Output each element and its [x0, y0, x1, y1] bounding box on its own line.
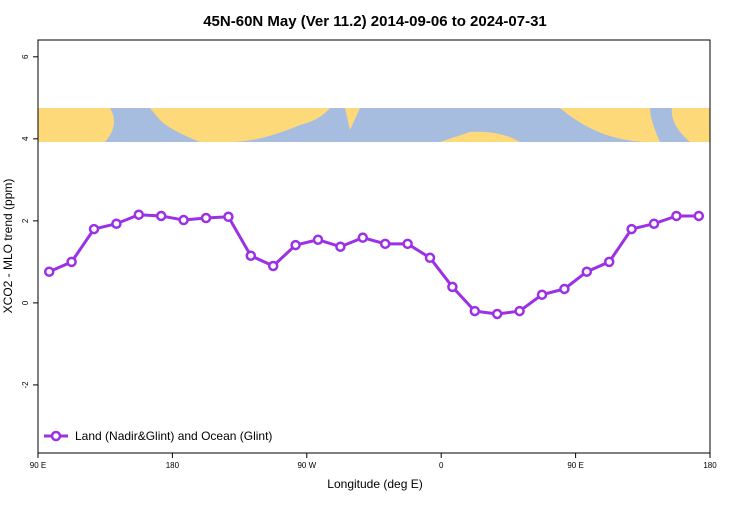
map-land — [38, 108, 114, 142]
point — [402, 238, 413, 250]
x-tick-label: 180 — [703, 461, 717, 470]
point — [581, 266, 593, 277]
y-tick-label: 0 — [21, 300, 30, 305]
point — [424, 252, 436, 264]
point — [88, 223, 100, 235]
map-land — [671, 108, 710, 142]
point — [267, 260, 279, 272]
point — [312, 234, 324, 245]
y-axis-label: XCO2 - MLO trend (ppm) — [1, 179, 15, 314]
point — [469, 305, 481, 317]
point — [536, 289, 548, 300]
point — [111, 218, 122, 229]
point — [133, 209, 145, 220]
map-land — [440, 131, 520, 142]
x-tick-label: 0 — [439, 461, 444, 470]
series-line — [48, 213, 699, 316]
point — [603, 256, 615, 268]
x-tick-label: 90 W — [297, 461, 316, 470]
point — [559, 283, 570, 295]
x-tick-label: 90 E — [30, 461, 46, 470]
point — [155, 210, 167, 222]
map-land — [345, 108, 360, 130]
point — [357, 232, 369, 243]
point — [178, 214, 189, 226]
point — [200, 212, 212, 224]
point — [491, 308, 503, 320]
point — [66, 256, 77, 268]
legend-marker — [50, 430, 62, 442]
point — [648, 218, 660, 229]
x-axis-label: Longitude (deg E) — [327, 477, 422, 491]
x-tick-label: 180 — [166, 461, 180, 470]
point — [335, 241, 346, 252]
map-land — [150, 108, 330, 142]
x-tick-label: 90 E — [567, 461, 583, 470]
point — [514, 305, 525, 317]
point — [693, 210, 705, 222]
map-land — [380, 108, 660, 142]
map-strip — [38, 108, 710, 142]
y-tick-label: -2 — [21, 381, 30, 389]
point — [223, 211, 234, 223]
point — [43, 266, 55, 277]
y-tick-label: 2 — [21, 218, 30, 223]
point — [447, 281, 458, 293]
plot-frame — [37, 39, 711, 454]
point — [671, 210, 682, 222]
point — [290, 239, 301, 251]
point — [626, 223, 637, 235]
y-tick-label: 4 — [21, 136, 30, 141]
chart-title: 45N-60N May (Ver 11.2) 2014-09-06 to 202… — [203, 13, 547, 30]
point — [245, 250, 257, 261]
y-tick-label: 6 — [21, 54, 30, 59]
legend-label: Land (Nadir&Glint) and Ocean (Glint) — [75, 429, 272, 443]
point — [379, 238, 391, 250]
